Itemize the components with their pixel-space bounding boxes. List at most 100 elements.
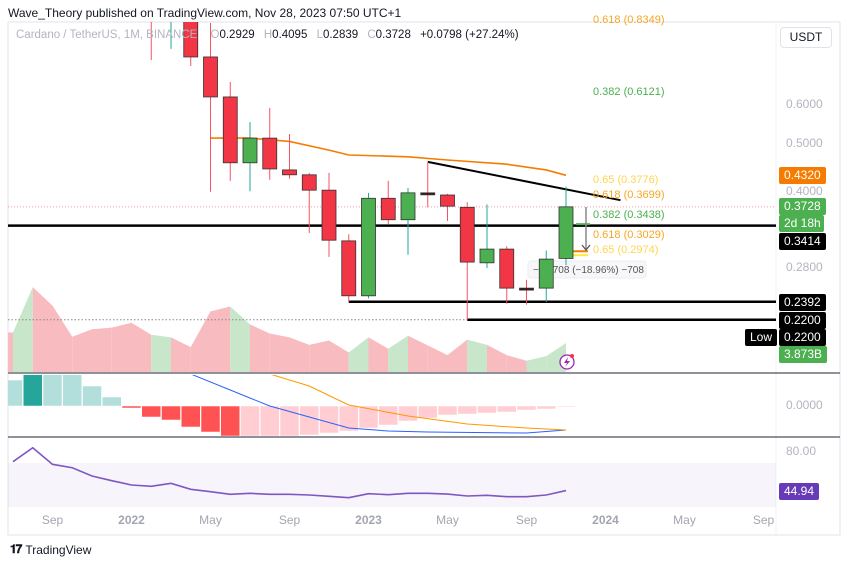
time-axis-tick: 2022 <box>118 513 145 527</box>
volume-segment <box>289 337 310 372</box>
macd-histogram-bar <box>220 405 240 436</box>
fib-level-label[interactable]: 0.618 (0.3699) <box>593 189 665 201</box>
candle <box>479 204 495 269</box>
candle <box>203 23 218 192</box>
volume-segment <box>250 324 270 372</box>
rsi-line <box>12 446 567 499</box>
fib-level-label[interactable]: 0.65 (0.2974) <box>593 244 659 256</box>
macd-histogram-bar <box>181 405 201 428</box>
candle-body <box>222 96 238 164</box>
brand-name: TradingView <box>25 542 92 557</box>
macd-histogram-bar <box>457 405 477 415</box>
level-price-badge: 0.2200 <box>779 311 826 329</box>
volume-segment <box>92 327 112 372</box>
symbol-legend: Cardano / TetherUS, 1M, BINANCE O0.2929 … <box>16 29 519 41</box>
candle <box>321 172 337 257</box>
open-label: O <box>210 29 220 41</box>
candle-body <box>301 174 317 191</box>
volume-area <box>8 287 575 372</box>
rsi-band <box>8 463 776 507</box>
candle-body <box>262 137 278 170</box>
macd-histogram-bar <box>437 405 458 416</box>
macd-histogram-bar <box>102 396 122 407</box>
volume-segment <box>230 306 250 372</box>
ema-price-badge: 0.4320 <box>779 167 826 185</box>
macd-histogram-bar <box>319 405 339 434</box>
candle-body <box>164 0 178 7</box>
candle-body <box>538 258 554 289</box>
candle-body <box>558 206 574 259</box>
fib-level-label[interactable]: 0.382 (0.3438) <box>593 209 665 221</box>
close-label: C <box>367 29 376 41</box>
candle <box>242 122 258 192</box>
macd-histogram-bar <box>260 405 280 436</box>
macd-histogram-bar <box>240 405 260 436</box>
currency-button[interactable]: USDT <box>780 27 832 48</box>
candle-body <box>440 194 455 207</box>
descending-trendline <box>427 160 621 202</box>
low-label-badge: Low <box>745 329 778 346</box>
candle <box>341 234 357 302</box>
volume-segment <box>506 355 527 372</box>
macd-histogram-bar <box>42 375 63 407</box>
candle <box>400 188 416 255</box>
macd-histogram-bar <box>418 405 438 419</box>
close-value: 0.3728 <box>375 29 411 41</box>
macd-histogram-bar <box>477 405 497 414</box>
candle <box>519 279 534 305</box>
candle <box>262 107 278 180</box>
candle-body <box>479 248 495 264</box>
candle-body <box>361 197 376 297</box>
candle-body <box>242 137 258 164</box>
price-axis-tick[interactable]: 0.4000 <box>786 183 823 198</box>
last-price-badge: 0.3728 <box>779 197 826 215</box>
candle-body <box>341 240 357 297</box>
fib-level-label[interactable]: 0.618 (0.3029) <box>593 229 665 241</box>
macd-histogram-bar <box>516 405 537 411</box>
countdown-badge: 2d 18h <box>779 214 824 232</box>
symbol-name[interactable]: Cardano / TetherUS, 1M, BINANCE <box>16 29 198 41</box>
macd-histogram-bar <box>536 405 556 410</box>
volume-segment <box>269 333 290 372</box>
macd-histogram-bar <box>358 405 379 429</box>
candle-body <box>144 0 158 7</box>
candle <box>459 202 475 320</box>
candle <box>361 192 376 299</box>
fib-level-label[interactable]: 0.618 (0.8349) <box>593 14 665 26</box>
macd-histogram-bar <box>556 405 576 408</box>
high-value: 0.4095 <box>272 29 308 41</box>
volume-segment <box>467 339 487 372</box>
macd-histogram-bar <box>141 405 161 418</box>
candle-body <box>420 192 436 196</box>
time-axis-tick: Sep <box>515 513 538 527</box>
volume-segment <box>487 344 507 372</box>
volume-segment <box>52 305 73 372</box>
fib-level-label[interactable]: 0.65 (0.3776) <box>593 174 659 186</box>
volume-segment <box>190 311 211 372</box>
macd-histogram-bar <box>299 405 319 436</box>
price-pane: −0.0708 (−18.96%) −708 <box>8 0 776 321</box>
candle-body <box>380 197 396 221</box>
volume-segment <box>309 340 329 372</box>
candle <box>499 246 515 304</box>
candle-body <box>499 248 515 289</box>
candle-body <box>282 169 297 176</box>
low-label: L <box>316 29 323 41</box>
macd-histogram-bar <box>121 405 142 409</box>
measure-text: −0.0708 (−18.96%) −708 <box>533 265 644 276</box>
candle <box>380 180 396 225</box>
volume-badge: 3.873B <box>779 346 828 363</box>
macd-histogram-bar <box>161 405 181 421</box>
price-axis-tick[interactable]: 0.6000 <box>786 97 823 111</box>
candle <box>144 0 158 61</box>
candle-body <box>203 56 218 98</box>
macd-histogram-bar <box>339 405 359 432</box>
price-axis-tick[interactable]: 0.2800 <box>786 260 823 275</box>
fib-level-label[interactable]: 0.382 (0.6121) <box>593 86 665 98</box>
time-axis-tick: May <box>673 513 696 527</box>
alert-dot <box>570 354 574 358</box>
price-axis-tick[interactable]: 0.5000 <box>786 136 823 151</box>
level-price-badge: 0.3414 <box>779 232 826 250</box>
